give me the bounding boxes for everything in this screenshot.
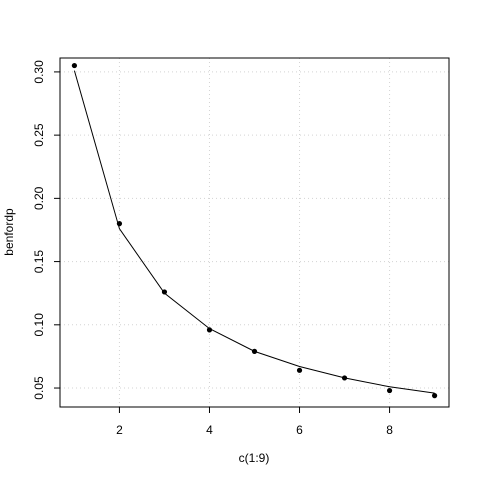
point	[71, 62, 78, 69]
point	[296, 367, 303, 373]
y-tick-label: 0.05	[32, 376, 46, 400]
point	[386, 387, 393, 394]
line	[73, 70, 435, 394]
point	[251, 348, 258, 354]
x-tick-label: 8	[386, 423, 393, 437]
y-tick-label: 0.25	[32, 123, 46, 147]
x-tick-label: 2	[116, 423, 123, 437]
point	[161, 289, 168, 295]
x-tick-label: 6	[296, 423, 303, 437]
point	[206, 327, 213, 333]
x-axis-label: c(1:9)	[239, 451, 270, 465]
y-tick-label: 0.20	[32, 186, 46, 210]
y-tick-label: 0.10	[32, 313, 46, 337]
y-tick-label: 0.30	[32, 60, 46, 84]
point	[341, 375, 348, 381]
y-tick-label: 0.15	[32, 250, 46, 274]
plot-frame	[59, 57, 450, 408]
x-tick-label: 4	[206, 423, 213, 437]
y-axis-label: benfordp	[2, 208, 16, 256]
point	[431, 393, 438, 399]
point	[116, 221, 123, 227]
